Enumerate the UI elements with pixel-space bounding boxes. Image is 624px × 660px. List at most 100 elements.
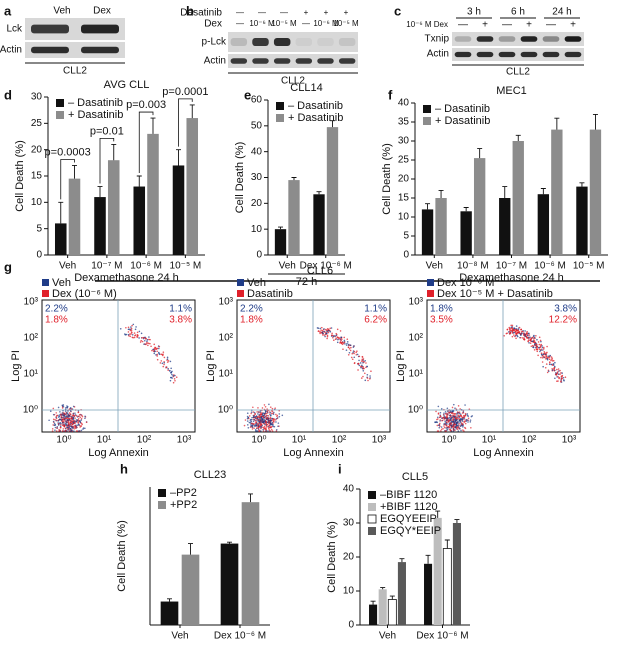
flow-dot: [347, 353, 350, 356]
flow-dot: [534, 342, 536, 345]
flow-dot: [74, 414, 77, 416]
flow-dot: [63, 425, 66, 427]
flow-dot: [255, 430, 257, 432]
flow-dot: [524, 333, 526, 336]
bar: [421, 209, 434, 255]
y-tick-label: 10: [31, 197, 43, 208]
legend-label: Dex 10⁻⁵ M + Dasatinib: [437, 288, 553, 300]
flow-dot: [162, 365, 165, 368]
x-tick-label: 10⁰: [56, 435, 71, 446]
flow-dot: [463, 420, 465, 423]
flow-dot: [316, 327, 319, 329]
p-value: p=0.01: [90, 125, 124, 137]
flow-dot: [345, 344, 348, 346]
condition-value: —: [502, 20, 512, 31]
error-bar: [389, 595, 395, 600]
condition-value: +: [344, 8, 349, 17]
flow-dot: [362, 370, 365, 372]
flow-dot: [272, 425, 275, 428]
legend-swatch: [158, 489, 166, 497]
flow-dot: [125, 333, 128, 336]
flow-dot: [447, 410, 449, 413]
flow-dot: [540, 356, 542, 359]
legend-label: – Dasatinib: [288, 100, 343, 112]
flow-dot: [263, 427, 266, 429]
flow-dot: [362, 375, 364, 378]
bar: [94, 197, 106, 255]
flow-dot: [361, 364, 363, 367]
flow-dot: [463, 416, 466, 418]
flow-dot: [271, 407, 274, 410]
bar: [147, 133, 159, 255]
flow-dot: [278, 415, 281, 418]
flow-dot: [538, 336, 541, 339]
flow-dot: [467, 421, 469, 423]
flow-dot: [64, 417, 67, 420]
flow-dot: [272, 423, 274, 426]
flow-dot: [67, 426, 70, 429]
flow-dot: [140, 339, 143, 342]
flow-dot: [269, 430, 271, 432]
flow-dot: [66, 421, 68, 424]
flow-dot: [463, 418, 466, 420]
flow-dot: [545, 358, 547, 360]
flow-dot: [362, 366, 364, 368]
legend-label: Veh: [247, 277, 266, 289]
flow-dot: [543, 351, 546, 353]
flow-dot: [79, 426, 81, 428]
flow-dot: [348, 351, 351, 354]
flow-dot: [458, 423, 460, 425]
flow-dot: [439, 415, 442, 417]
flow-dot: [258, 420, 261, 423]
flow-dot: [52, 407, 55, 410]
flow-dot: [67, 429, 70, 431]
flow-dot: [440, 408, 443, 410]
error-bar: [71, 165, 77, 179]
flow-dot: [63, 414, 65, 416]
flow-dot: [506, 328, 509, 331]
flow-dot: [51, 430, 54, 432]
band: [273, 58, 291, 64]
band: [295, 58, 313, 64]
flow-dot: [266, 418, 268, 421]
flow-dot: [159, 362, 162, 364]
flow-dot: [520, 334, 522, 336]
legend-swatch: [423, 117, 431, 125]
flow-dot: [172, 375, 174, 377]
flow-dot: [252, 411, 255, 413]
bar: [387, 599, 397, 626]
flow-dot: [562, 379, 565, 381]
flow-dot: [54, 429, 56, 431]
y-tick-label: 30: [343, 518, 355, 529]
flow-dot: [448, 411, 451, 414]
y-tick-label: 30: [251, 172, 263, 183]
flow-dot: [275, 413, 277, 416]
flow-dot: [267, 417, 270, 420]
flow-dot: [66, 406, 68, 409]
flow-dot: [260, 423, 263, 426]
flow-dot: [265, 421, 267, 424]
flow-dot: [135, 326, 137, 328]
flow-dot: [511, 335, 514, 338]
x-tick-label: 10⁻⁵ M: [573, 261, 605, 272]
flow-dot: [166, 356, 169, 359]
x-axis-label: 72 h: [296, 276, 317, 288]
flow-dot: [346, 338, 349, 341]
panel-letter: c: [394, 3, 401, 18]
flow-dot: [143, 339, 146, 342]
x-tick-label: 10⁰: [251, 435, 266, 446]
flow-dot: [515, 337, 517, 340]
cell-line: CLL2: [506, 67, 530, 78]
band: [454, 36, 472, 42]
flow-dot: [56, 414, 59, 417]
legend-swatch: [276, 102, 284, 110]
flow-dot: [459, 421, 461, 424]
p-value: p=0.0003: [45, 146, 91, 158]
legend-label: Dasatinib: [247, 288, 293, 300]
flow-dot: [458, 427, 460, 429]
flow-dot: [523, 337, 525, 339]
flow-dot: [259, 412, 262, 414]
flow-dot: [451, 414, 454, 417]
flow-dot: [470, 427, 472, 429]
flow-dot: [557, 368, 560, 370]
